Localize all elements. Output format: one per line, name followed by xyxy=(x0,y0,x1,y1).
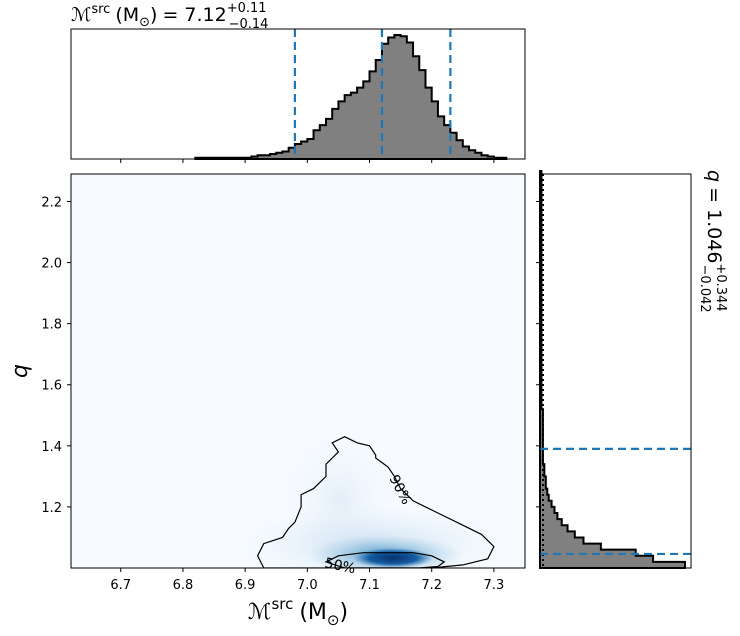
mass-ratio-histogram-panel: q= 1.046+0.344−0.042 xyxy=(536,169,728,569)
chirp-mass-quantile-lines xyxy=(293,29,452,159)
x-tick-label: 6.7 xyxy=(110,578,131,593)
chirp-mass-histogram-panel: ℳsrc (M⊙) = 7.12+0.11 −0.14 xyxy=(70,1,526,163)
y-tick-label: 1.2 xyxy=(41,501,62,516)
y-tick-label: 1.8 xyxy=(41,318,62,333)
x-tick-label: 6.8 xyxy=(173,578,194,593)
chirp-mass-title: ℳsrc (M⊙) = 7.12+0.11 −0.14 xyxy=(71,1,268,32)
density-map xyxy=(237,430,507,568)
mass-ratio-histogram xyxy=(539,169,686,569)
chirp-mass-histogram xyxy=(194,34,508,160)
y-tick-label: 1.4 xyxy=(41,440,62,455)
contour-label-50: 50% xyxy=(323,555,357,577)
top-panel-frame xyxy=(70,28,526,160)
right-panel-frame xyxy=(539,173,692,569)
x-tick-label: 6.9 xyxy=(235,578,256,593)
credible-contours xyxy=(256,436,495,568)
x-tick-label: 7.3 xyxy=(484,578,505,593)
y-tick-label: 1.6 xyxy=(41,379,62,394)
x-tick-label: 7.0 xyxy=(297,578,318,593)
contour-labels: 90%50% xyxy=(323,472,414,577)
mass-ratio-title: q= 1.046+0.344−0.042 xyxy=(697,170,728,313)
x-axis-ticks: 6.7 6.8 6.9 7.0 7.1 7.2 7.3 xyxy=(110,568,504,593)
contour-50 xyxy=(324,552,446,568)
x-axis-label: ℳsrc (M⊙) xyxy=(248,595,348,629)
contour-90 xyxy=(256,436,495,568)
density-frame xyxy=(70,173,526,569)
density-core xyxy=(353,548,433,568)
y-tick-label: 2.0 xyxy=(41,257,62,272)
density-panel: 90%50% 6.7 6.8 6.9 7.0 7.1 7.2 7.3 1.21.41.61.… xyxy=(41,173,526,593)
x-tick-label: 7.2 xyxy=(421,578,442,593)
top-panel-ticks xyxy=(120,159,495,163)
y-axis-ticks: 1.2 1.4 1.6 1.8 2.0 2.2 xyxy=(41,195,71,516)
right-panel-ticks xyxy=(536,200,540,508)
y-axis-label: q xyxy=(8,364,33,378)
y-tick-label: 2.2 xyxy=(41,195,62,210)
x-tick-label: 7.1 xyxy=(359,578,380,593)
